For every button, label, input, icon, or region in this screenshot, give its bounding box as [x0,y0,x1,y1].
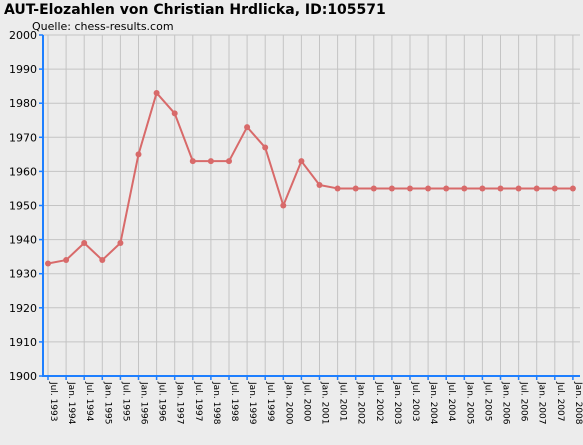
y-tick-label: 1930 [9,268,37,281]
y-tick-label: 1980 [9,97,37,110]
x-tick-label: Jul. 1996 [157,381,167,422]
axes: 1900 1910 1920 1930 1940 1950 1960 1970 1980 1990… [9,29,583,425]
x-tick-label: Jul. 2001 [338,381,348,422]
y-tick-label: 1940 [9,234,37,247]
x-tick-label: Jan. 2000 [283,381,293,425]
data-point [388,185,395,192]
y-tick-label: 2000 [9,29,37,42]
data-point [189,158,196,165]
data-point [370,185,377,192]
chart-title: AUT-Elozahlen von Christian Hrdlicka, ID… [4,2,386,18]
data-point [443,185,450,192]
data-point [226,158,232,165]
series-line [47,91,573,265]
y-tick-label: 1920 [9,302,37,315]
data-point [479,185,486,192]
data-point [352,185,359,192]
x-tick-label: Jul. 1998 [229,381,239,422]
x-tick-label: Jul. 2006 [519,381,529,422]
y-tick-label: 1900 [9,370,37,383]
x-tick-label: Jan. 1999 [247,381,257,425]
x-tick-label: Jul. 2002 [374,381,384,422]
y-tick-label: 1990 [9,63,37,76]
x-tick-label: Jan. 2002 [356,381,366,425]
x-tick-label: Jan. 1998 [211,381,221,425]
x-tick-label: Jul. 2005 [482,381,492,422]
data-point [117,240,124,247]
y-tick-label: 1950 [9,200,37,213]
data-point [63,257,70,264]
data-point [407,185,413,192]
x-tick-label: Jan. 1994 [66,381,76,425]
data-point [425,185,432,192]
data-point [81,240,88,247]
data-point [262,144,269,151]
x-tick-label: Jul. 1993 [48,381,58,422]
data-point [497,185,504,192]
x-tick-label: Jan. 1997 [175,381,185,425]
data-point [135,151,142,158]
data-point [153,89,160,96]
data-point [461,185,468,192]
y-tick-label: 1970 [9,131,37,144]
data-point [569,185,576,192]
x-tick-label: Jan. 2006 [501,381,511,425]
grid [43,34,580,377]
x-tick-label: Jan. 2004 [428,381,438,425]
series-elo [45,89,576,267]
data-point [171,110,178,117]
x-tick-label: Jul. 1995 [120,381,130,422]
x-tick-label: Jul. 2004 [446,381,456,422]
x-tick-label: Jul. 1999 [265,381,275,422]
x-tick-label: Jul. 1997 [193,381,203,422]
data-point [99,257,106,264]
x-tick-label: Jan. 1996 [139,381,149,425]
x-tick-label: Jul. 2007 [555,381,565,422]
x-tick-label: Jan. 2001 [320,381,330,425]
x-tick-label: Jul. 2000 [301,381,311,422]
y-tick-label: 1960 [9,165,37,178]
data-point [515,185,522,192]
data-point [316,182,323,189]
x-tick-label: Jan. 2005 [464,381,474,425]
x-tick-label: Jan. 2003 [392,381,402,425]
data-point [334,185,341,192]
y-tick-label: 1910 [9,336,37,349]
chart-subtitle: Quelle: chess-results.com [32,20,174,33]
x-tick-label: Jan. 1995 [102,381,112,425]
x-tick-label: Jan. 2008 [573,381,583,425]
data-point [244,124,251,131]
x-tick-label: Jul. 2003 [410,381,420,422]
data-point [280,202,287,209]
data-point [207,158,214,165]
data-point [533,185,540,192]
data-point [551,185,558,192]
data-point [298,158,305,165]
data-point [45,260,51,267]
x-tick-label: Jan. 2007 [537,381,547,425]
x-tick-label: Jul. 1994 [84,381,94,422]
